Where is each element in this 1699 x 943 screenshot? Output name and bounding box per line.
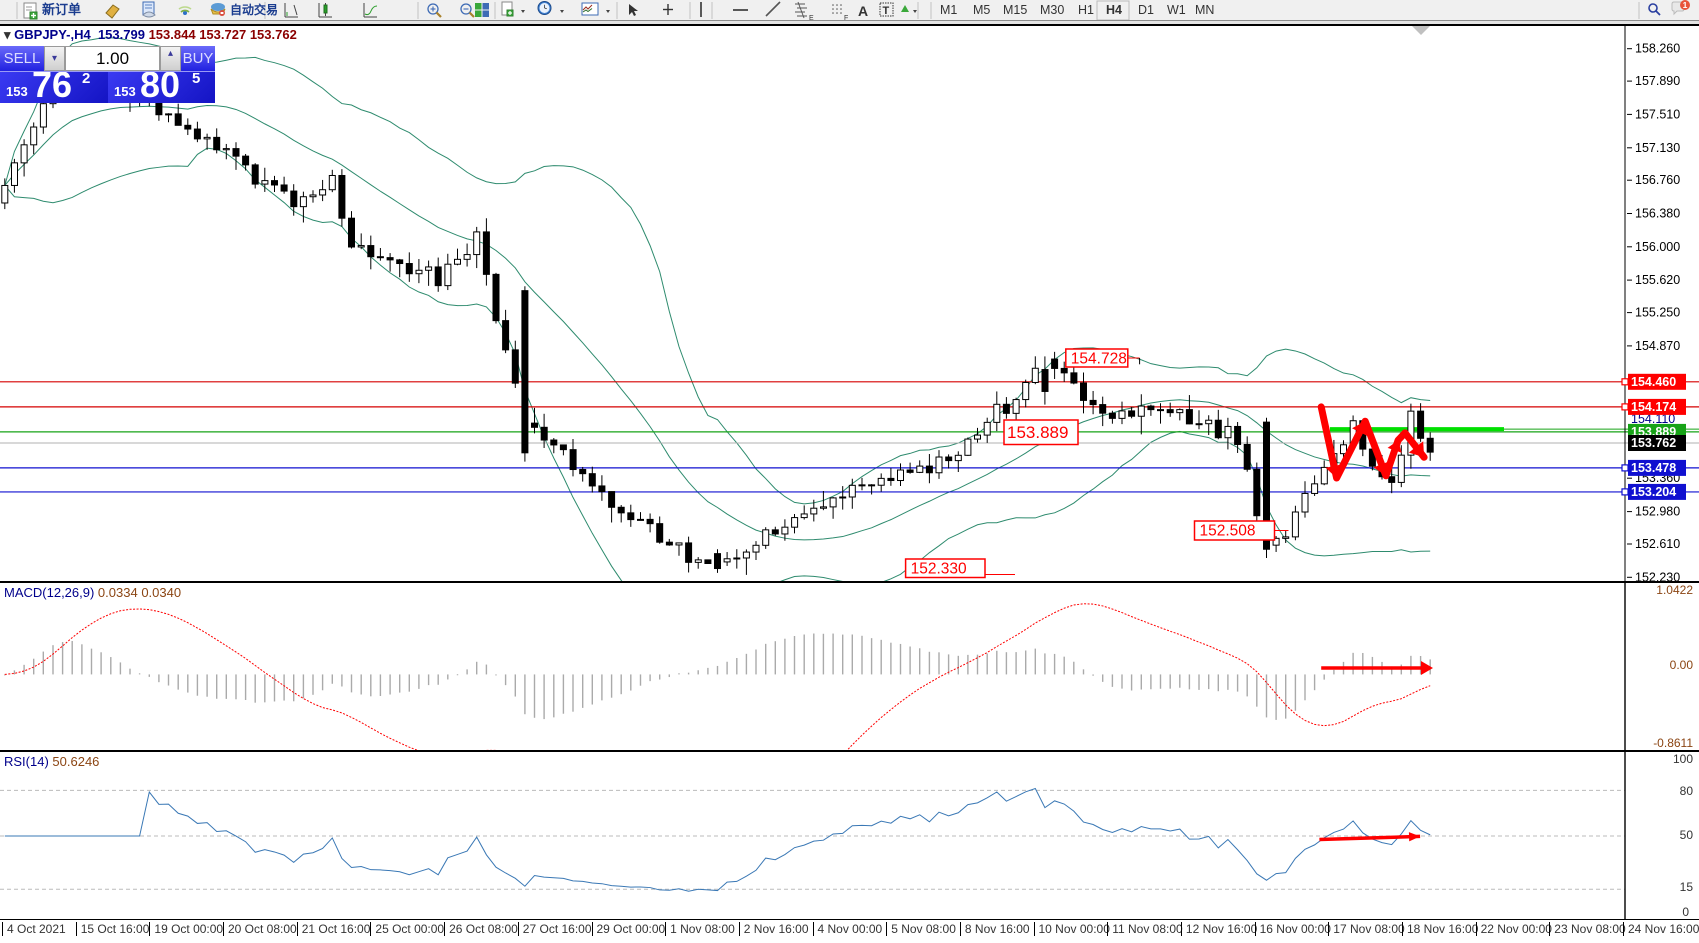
svg-text:153.889: 153.889 [1007, 423, 1068, 442]
svg-text:152.980: 152.980 [1635, 505, 1680, 519]
svg-text:152.330: 152.330 [911, 561, 967, 578]
svg-text:1: 1 [1683, 0, 1688, 10]
svg-text:H1: H1 [1078, 3, 1094, 17]
svg-text:156.760: 156.760 [1635, 173, 1680, 187]
svg-text:155.250: 155.250 [1635, 306, 1680, 320]
svg-text:M30: M30 [1040, 3, 1064, 17]
svg-text:158.260: 158.260 [1635, 42, 1680, 56]
svg-text:154.728: 154.728 [1071, 351, 1127, 368]
svg-text:152.610: 152.610 [1635, 537, 1680, 551]
svg-text:157.890: 157.890 [1635, 74, 1680, 88]
svg-text:M1: M1 [940, 3, 957, 17]
svg-text:154.460: 154.460 [1631, 375, 1676, 389]
svg-text:A: A [858, 3, 868, 19]
svg-text:153.478: 153.478 [1631, 461, 1676, 475]
svg-text:M15: M15 [1003, 3, 1027, 17]
svg-text:新订单: 新订单 [42, 2, 81, 17]
svg-text:157.130: 157.130 [1635, 141, 1680, 155]
svg-text:MN: MN [1195, 3, 1214, 17]
svg-text:自动交易: 自动交易 [230, 2, 278, 17]
svg-text:153.762: 153.762 [1631, 436, 1676, 450]
svg-text:156.380: 156.380 [1635, 207, 1680, 221]
svg-text:T: T [883, 5, 890, 17]
svg-text:152.508: 152.508 [1200, 523, 1256, 540]
svg-text:M5: M5 [973, 3, 990, 17]
svg-text:154.870: 154.870 [1635, 339, 1680, 353]
svg-text:157.510: 157.510 [1635, 107, 1680, 121]
svg-text:154.174: 154.174 [1631, 400, 1676, 414]
svg-text:H4: H4 [1106, 3, 1122, 17]
svg-text:156.000: 156.000 [1635, 240, 1680, 254]
svg-text:D1: D1 [1138, 3, 1154, 17]
svg-text:153.204: 153.204 [1631, 485, 1676, 499]
svg-text:155.620: 155.620 [1635, 273, 1680, 287]
svg-text:W1: W1 [1167, 3, 1186, 17]
